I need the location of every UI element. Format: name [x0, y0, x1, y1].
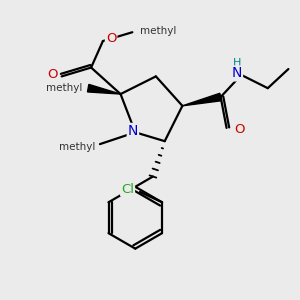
- Text: methyl: methyl: [59, 142, 95, 152]
- Text: methyl: methyl: [140, 26, 176, 36]
- Text: O: O: [47, 68, 57, 81]
- Text: N: N: [232, 66, 242, 80]
- Text: methyl: methyl: [46, 83, 82, 93]
- Text: Cl: Cl: [121, 182, 134, 196]
- Text: O: O: [234, 123, 244, 136]
- Polygon shape: [182, 93, 221, 106]
- Text: N: N: [128, 124, 138, 138]
- Text: O: O: [106, 32, 116, 45]
- Polygon shape: [88, 84, 121, 94]
- Text: H: H: [233, 58, 241, 68]
